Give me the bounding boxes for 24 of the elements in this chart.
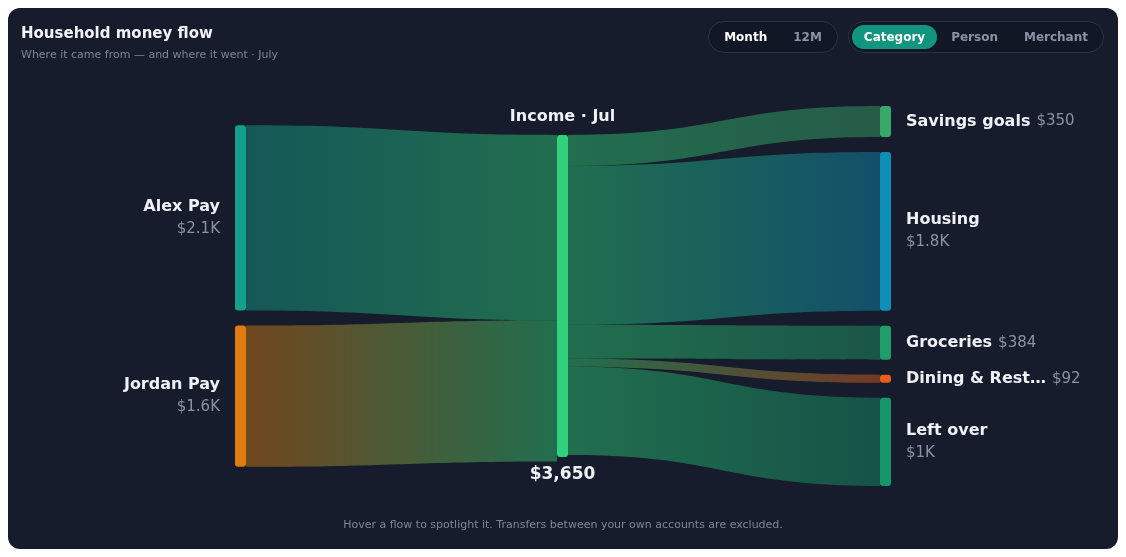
data-label: $92	[1051, 368, 1081, 387]
text: Month	[723, 29, 769, 46]
data-label: $1K	[906, 442, 937, 461]
text: Category	[851, 25, 938, 49]
category-label: Savings goals	[906, 110, 1031, 130]
data-label: $350	[1036, 111, 1075, 130]
text: 12M	[792, 29, 823, 46]
text: Household money flow	[21, 24, 213, 42]
data-label: $3,650	[529, 463, 596, 484]
category-label: Jordan Pay	[122, 374, 221, 394]
category-label: Left over	[906, 420, 988, 440]
data-label: $1.8K	[906, 232, 951, 251]
text: Where it came from — and where it went · July	[21, 48, 279, 61]
category-label: Groceries	[906, 331, 993, 351]
data-label: $2.1K	[176, 218, 222, 237]
data-label: $1.6K	[176, 397, 222, 416]
text: Merchant	[1022, 29, 1089, 46]
text: Person	[950, 29, 999, 46]
category-label: Dining & Rest…	[906, 367, 1046, 387]
category-label: Housing	[906, 209, 980, 229]
category-label: Income · Jul	[509, 106, 616, 126]
category-label: Alex Pay	[143, 196, 221, 216]
text: Hover a flow to spotlight it. Transfers between your own accounts are excluded.	[342, 518, 784, 531]
data-label: $384	[998, 332, 1037, 351]
